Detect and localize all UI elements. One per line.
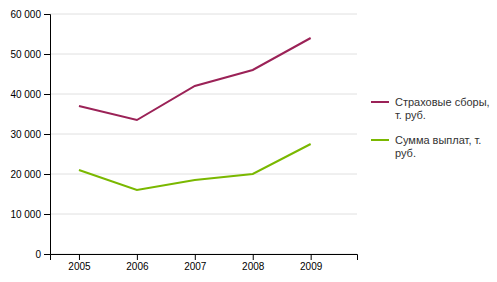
grid	[50, 14, 357, 254]
x-tick-label: 2009	[300, 261, 323, 272]
grid-line	[50, 54, 357, 55]
plot: 2005 2006 2007 2008 2009 0 10 000 20 000 30 000 4…	[10, 9, 357, 272]
legend: Страховые сборы,т. руб. Сумма выплат, т.р…	[371, 96, 490, 159]
y-tick-label: 0	[35, 249, 41, 260]
x-axis-line	[51, 255, 358, 261]
lines	[79, 38, 311, 190]
y-tick-mark	[44, 54, 50, 55]
x-tick-mark	[137, 254, 138, 260]
x-tick-mark	[253, 254, 254, 260]
y-tick: 10 000	[10, 209, 50, 220]
chart: 2005 2006 2007 2008 2009 0 10 000 20 000 30 000 4…	[0, 0, 497, 282]
x-axis: 2005 2006 2007 2008 2009	[51, 254, 358, 272]
y-tick-mark	[44, 174, 50, 175]
x-tick: 2008	[242, 254, 265, 272]
x-tick-mark	[195, 254, 196, 260]
y-axis: 0 10 000 20 000 30 000 40 000 50 000 60 000	[10, 9, 50, 260]
grid-line	[50, 94, 357, 95]
x-tick-label: 2007	[184, 261, 207, 272]
series-line	[79, 144, 311, 190]
y-tick: 0	[35, 249, 50, 260]
x-tick: 2005	[68, 254, 91, 272]
y-tick-label: 40 000	[10, 89, 41, 100]
x-tick: 2006	[126, 254, 149, 272]
y-tick: 30 000	[10, 129, 50, 140]
legend-swatch	[371, 139, 389, 141]
x-tick-label: 2008	[242, 261, 265, 272]
x-tick-mark	[311, 254, 312, 260]
grid-line	[50, 174, 357, 175]
y-tick-label: 10 000	[10, 209, 41, 220]
x-tick-label: 2006	[126, 261, 149, 272]
y-tick-mark	[44, 94, 50, 95]
y-tick-mark	[44, 14, 50, 15]
y-tick: 20 000	[10, 169, 50, 180]
grid-line	[50, 214, 357, 215]
y-tick-label: 30 000	[10, 129, 41, 140]
grid-line	[50, 134, 357, 135]
y-tick: 40 000	[10, 89, 50, 100]
y-tick-label: 50 000	[10, 49, 41, 60]
x-tick: 2007	[184, 254, 207, 272]
grid-line	[50, 14, 357, 15]
x-tick-mark	[79, 254, 80, 260]
x-tick: 2009	[300, 254, 323, 272]
legend-swatch	[371, 101, 389, 103]
y-tick-mark	[44, 134, 50, 135]
y-axis-line	[44, 15, 51, 255]
y-tick: 50 000	[10, 49, 50, 60]
legend-entry: Страховые сборы,т. руб.	[371, 96, 490, 121]
x-tick-label: 2005	[68, 261, 91, 272]
y-tick-mark	[44, 254, 50, 255]
y-tick-mark	[44, 214, 50, 215]
y-tick: 60 000	[10, 9, 50, 20]
series-line	[79, 38, 311, 120]
legend-label: Сумма выплат, т.руб.	[395, 134, 481, 159]
y-tick-label: 60 000	[10, 9, 41, 20]
legend-entry: Сумма выплат, т.руб.	[371, 134, 481, 159]
y-tick-label: 20 000	[10, 169, 41, 180]
legend-label: Страховые сборы,т. руб.	[395, 96, 490, 121]
